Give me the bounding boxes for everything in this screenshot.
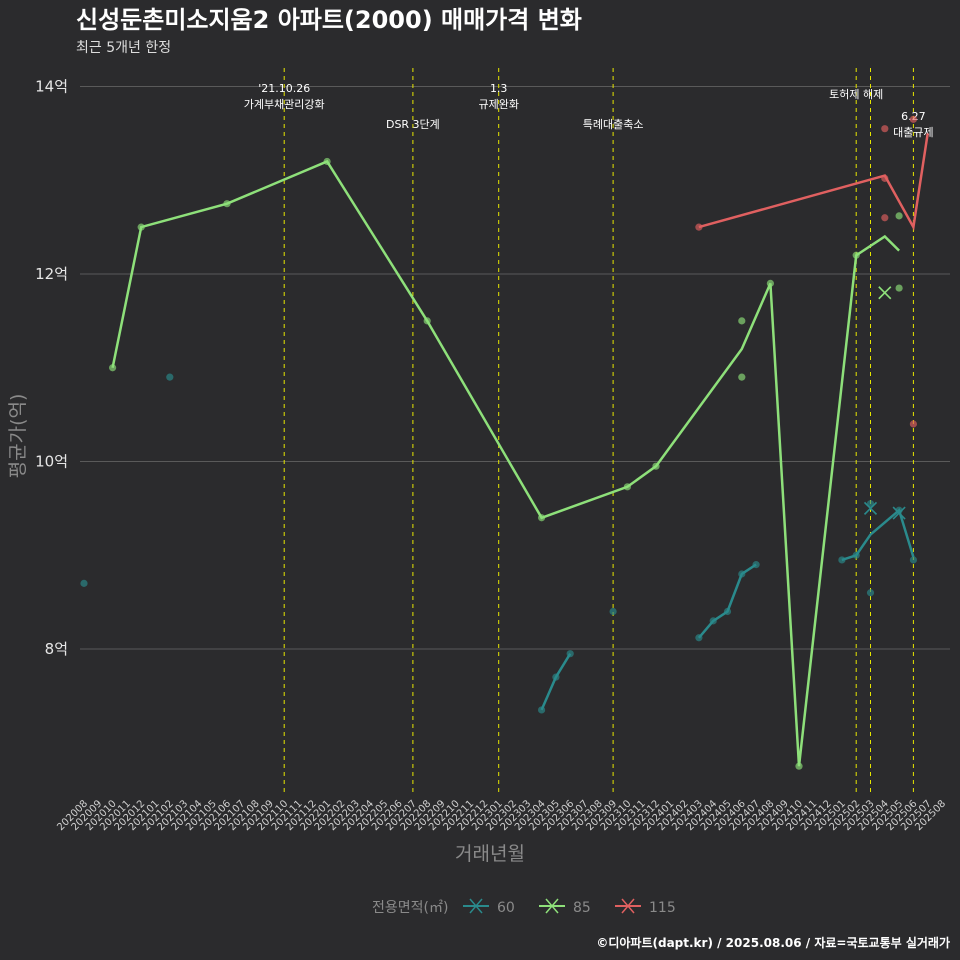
data-point <box>881 214 889 222</box>
data-point <box>652 462 660 470</box>
data-point <box>852 251 860 259</box>
y-axis-ticks: 8억 10억 12억 14억 <box>35 78 68 659</box>
data-point <box>795 762 803 770</box>
y-axis-label: 평균가(억) <box>7 394 29 479</box>
event-label: 1.3 <box>490 82 508 95</box>
data-point <box>223 200 231 208</box>
x-axis-label: 거래년월 <box>455 843 525 865</box>
data-point <box>723 607 732 616</box>
legend-item-60: 60 <box>463 898 515 916</box>
data-cross <box>892 506 906 520</box>
legend-key-cross <box>469 898 483 914</box>
data-cross <box>878 286 892 300</box>
event-label: 규제완화 <box>478 98 518 111</box>
series-line <box>111 159 900 767</box>
event-label: 특례대출축소 <box>583 118 644 131</box>
event-label: 대출규제 <box>893 126 933 139</box>
event-label: 가계부채관리강화 <box>244 98 325 111</box>
data-cross <box>863 501 878 515</box>
data-point <box>80 579 88 587</box>
y-tick-label: 8억 <box>45 640 68 658</box>
event-label: DSR 3단계 <box>386 118 440 131</box>
data-point <box>552 673 560 681</box>
data-point <box>323 157 331 166</box>
legend-item-85: 85 <box>539 898 591 916</box>
x-axis-ticks: 2020082020092020102020112020122021012021… <box>55 798 948 833</box>
data-point <box>909 556 918 564</box>
data-point <box>738 373 746 381</box>
data-point <box>738 317 746 325</box>
y-tick-label: 14억 <box>35 78 68 96</box>
data-point <box>766 279 775 287</box>
data-point <box>881 125 889 133</box>
series-line <box>540 653 572 711</box>
legend-key-cross <box>545 898 559 914</box>
data-point <box>852 551 860 559</box>
data-point <box>538 514 546 522</box>
legend-label: 60 <box>497 900 515 916</box>
data-point <box>709 617 717 625</box>
data-point <box>838 556 846 564</box>
data-point <box>423 317 431 325</box>
data-point <box>137 223 145 231</box>
data-point <box>695 634 703 642</box>
series-115 <box>695 115 929 428</box>
data-point <box>623 483 632 491</box>
data-point <box>752 561 760 569</box>
y-tick-label: 10억 <box>35 453 68 471</box>
event-label: '21.10.26 <box>258 82 310 95</box>
grid <box>80 86 950 650</box>
chart-subtitle: 최근 5개년 한정 <box>76 40 171 56</box>
data-point <box>695 223 703 231</box>
event-label: 토허제 해제 <box>829 87 883 101</box>
series-line <box>697 563 757 639</box>
data-point <box>738 570 746 578</box>
data-point <box>895 212 903 220</box>
data-point <box>909 420 918 428</box>
series-85 <box>109 157 903 770</box>
data-point <box>895 284 903 292</box>
legend-key-cross <box>621 898 635 914</box>
data-point <box>566 650 574 658</box>
data-point <box>166 373 174 381</box>
data-point <box>881 174 889 182</box>
legend-title: 전용면적(㎡) <box>372 900 448 916</box>
series-60 <box>80 373 918 714</box>
source-caption: ©디아파트(dapt.kr) / 2025.08.06 / 자료=국토교통부 실… <box>596 935 950 950</box>
data-point <box>109 364 117 372</box>
legend-label: 115 <box>649 900 676 916</box>
data-series <box>80 115 929 770</box>
legend-label: 85 <box>573 900 591 916</box>
legend-item-115: 115 <box>615 898 676 916</box>
data-point <box>866 589 875 597</box>
data-point <box>609 607 617 616</box>
data-point <box>909 115 918 123</box>
y-tick-label: 12억 <box>35 265 68 283</box>
series-line <box>698 133 929 231</box>
data-point <box>538 706 546 714</box>
chart-title: 신성둔촌미소지움2 아파트(2000) 매매가격 변화 <box>76 6 582 34</box>
legend: 전용면적(㎡) 60 85 115 <box>372 898 676 916</box>
